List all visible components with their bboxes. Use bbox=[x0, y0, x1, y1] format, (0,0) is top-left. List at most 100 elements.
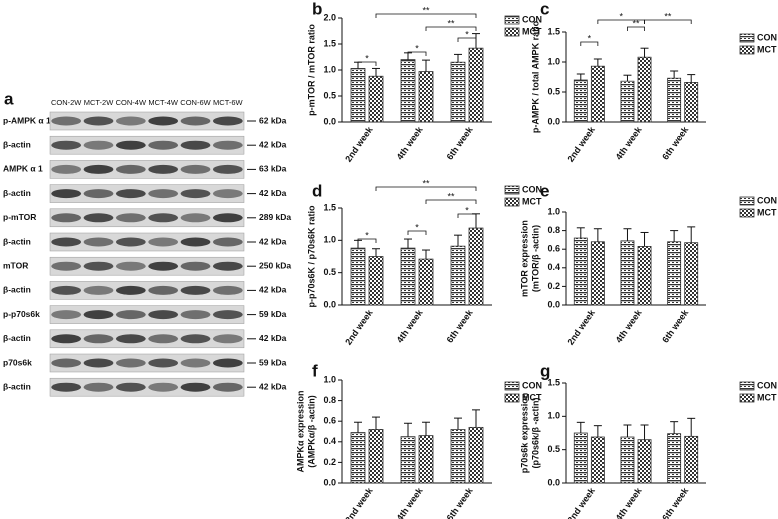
y-tick-label: 0.0 bbox=[547, 116, 560, 126]
legend-swatch bbox=[739, 45, 755, 55]
y-tick-label: 1.0 bbox=[323, 64, 336, 74]
band bbox=[51, 261, 82, 271]
x-tick-label: 2nd week bbox=[343, 124, 375, 164]
bracket bbox=[644, 19, 692, 24]
y-axis-label: p-AMPK / total AMPK ratio bbox=[530, 20, 540, 133]
y-tick-label: 1.5 bbox=[323, 38, 336, 48]
band bbox=[212, 164, 243, 174]
y-tick-label: 1.0 bbox=[323, 374, 336, 384]
band bbox=[83, 213, 114, 223]
bar bbox=[450, 61, 466, 123]
band bbox=[115, 164, 146, 174]
y-tick-label: 0.4 bbox=[323, 436, 336, 446]
bracket bbox=[580, 41, 599, 46]
x-tick-label: 2nd week bbox=[343, 485, 375, 519]
band bbox=[83, 382, 114, 392]
band bbox=[115, 189, 146, 199]
legend-swatch bbox=[504, 197, 520, 207]
significance-label: * bbox=[588, 33, 592, 43]
y-tick-label: 1.0 bbox=[547, 206, 560, 216]
band bbox=[51, 116, 82, 126]
bracket bbox=[407, 230, 427, 235]
bar bbox=[468, 227, 484, 306]
x-tick-label: 6th week bbox=[445, 124, 476, 162]
legend-label: MCT bbox=[757, 207, 777, 217]
significance-label: ** bbox=[447, 18, 455, 28]
size-label: 250 kDa bbox=[259, 260, 291, 270]
panel-letter: c bbox=[540, 0, 549, 18]
legend-swatch bbox=[504, 393, 520, 403]
bar bbox=[684, 82, 699, 123]
band bbox=[115, 358, 146, 368]
band bbox=[115, 261, 146, 271]
band bbox=[148, 261, 179, 271]
panel-letter: b bbox=[312, 0, 322, 18]
x-tick-label: 6th week bbox=[445, 485, 476, 519]
protein-label: p70s6k bbox=[3, 357, 32, 367]
bar bbox=[468, 426, 484, 484]
bracket bbox=[425, 26, 477, 31]
band bbox=[51, 334, 82, 344]
band bbox=[115, 213, 146, 223]
band bbox=[51, 310, 82, 320]
bar bbox=[573, 79, 588, 123]
bar bbox=[667, 77, 682, 123]
band bbox=[115, 310, 146, 320]
significance-label: ** bbox=[632, 18, 640, 28]
legend-label: MCT bbox=[757, 44, 777, 54]
legend-swatch bbox=[739, 393, 755, 403]
band bbox=[180, 382, 211, 392]
band bbox=[148, 382, 179, 392]
band bbox=[115, 382, 146, 392]
panel-letter: g bbox=[540, 361, 550, 380]
y-axis-label: (mTOR/β -actin) bbox=[530, 225, 540, 292]
band bbox=[180, 116, 211, 126]
x-tick-label: 2nd week bbox=[565, 485, 597, 519]
significance-label: * bbox=[465, 29, 469, 39]
band bbox=[115, 334, 146, 344]
band bbox=[180, 334, 211, 344]
lane-label: CON-2W bbox=[51, 98, 82, 107]
legend-label: CON bbox=[757, 32, 777, 42]
protein-label: β-actin bbox=[3, 188, 31, 198]
bar bbox=[637, 246, 652, 306]
band bbox=[115, 116, 146, 126]
band bbox=[83, 164, 114, 174]
legend-label: MCT bbox=[757, 392, 777, 402]
protein-label: β-actin bbox=[3, 236, 31, 246]
y-axis-label: AMPKα expression bbox=[295, 390, 305, 472]
bar bbox=[590, 65, 605, 123]
band bbox=[212, 310, 243, 320]
band bbox=[212, 140, 243, 150]
band bbox=[83, 140, 114, 150]
band bbox=[148, 358, 179, 368]
y-tick-label: 0.5 bbox=[547, 86, 560, 96]
y-tick-label: 1.0 bbox=[547, 411, 560, 421]
y-tick-label: 2.0 bbox=[323, 12, 336, 22]
band bbox=[83, 310, 114, 320]
y-tick-label: 1.0 bbox=[323, 235, 336, 245]
bracket bbox=[425, 199, 477, 204]
x-tick-label: 4th week bbox=[614, 124, 645, 162]
size-label: 63 kDa bbox=[259, 164, 287, 174]
protein-label: β-actin bbox=[3, 285, 31, 295]
band bbox=[115, 285, 146, 295]
x-tick-label: 4th week bbox=[395, 124, 426, 162]
bracket bbox=[457, 37, 477, 42]
band bbox=[180, 261, 211, 271]
protein-label: β-actin bbox=[3, 139, 31, 149]
y-tick-label: 0.8 bbox=[323, 395, 336, 405]
legend-swatch bbox=[504, 185, 520, 195]
lane-label: MCT-2W bbox=[84, 98, 115, 107]
band bbox=[115, 140, 146, 150]
bar bbox=[667, 241, 682, 306]
lane-label: MCT-6W bbox=[213, 98, 244, 107]
x-tick-label: 4th week bbox=[614, 307, 645, 345]
bracket bbox=[457, 213, 477, 218]
y-axis-label: p-p70s6K / p70s6K ratio bbox=[306, 205, 316, 308]
bar bbox=[667, 433, 682, 484]
band bbox=[212, 334, 243, 344]
x-tick-label: 4th week bbox=[614, 485, 645, 519]
bar bbox=[418, 258, 434, 306]
